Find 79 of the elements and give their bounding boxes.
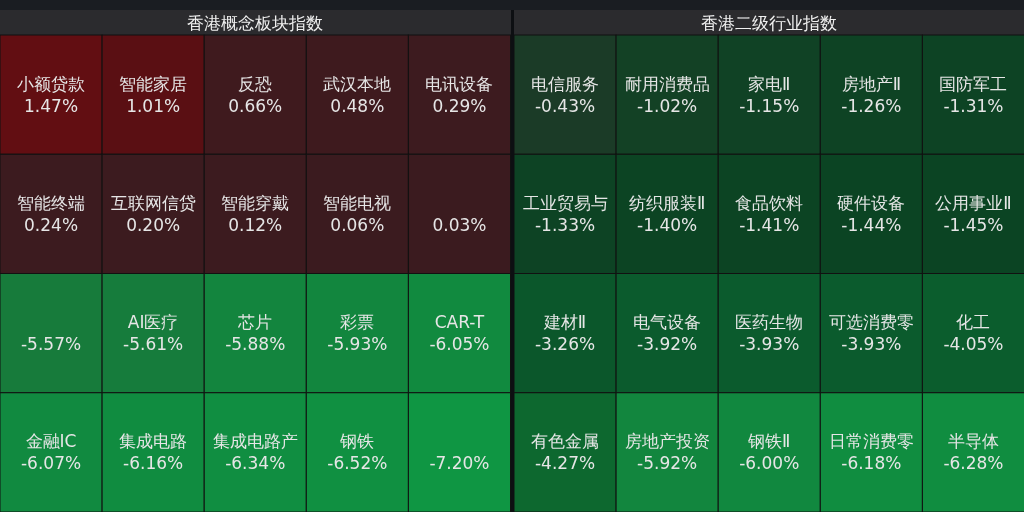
category-label: 电讯设备 xyxy=(425,73,494,94)
category-label: 钢铁 xyxy=(339,431,375,452)
data-label: -0.43% xyxy=(534,95,595,116)
data-label: -5.57% xyxy=(20,334,82,355)
text: 香港概念板块指数 xyxy=(187,12,324,33)
data-label: -6.28% xyxy=(942,453,1004,474)
data-label: -1.15% xyxy=(738,95,799,116)
category-label: 芯片 xyxy=(237,312,273,333)
category-label: 化工 xyxy=(955,312,990,333)
category-label: 集成电路产 xyxy=(212,431,298,452)
data-label: -1.40% xyxy=(636,214,697,235)
category-label: 半导体 xyxy=(947,431,999,452)
data-label: -5.92% xyxy=(636,453,697,474)
data-label: 0.24% xyxy=(24,214,79,235)
category-label: 智能电视 xyxy=(323,192,392,213)
data-label: -4.27% xyxy=(534,453,595,474)
data-label: -1.44% xyxy=(840,214,901,235)
category-label: 小额贷款 xyxy=(17,73,86,94)
data-label: 0.12% xyxy=(228,214,283,235)
data-label: -3.93% xyxy=(840,334,901,355)
data-label: -4.05% xyxy=(942,334,1004,355)
category-label: 智能家居 xyxy=(119,73,188,94)
data-label: 0.06% xyxy=(330,214,385,235)
category-label: 智能穿戴 xyxy=(221,192,290,213)
category-label: 公用事业Ⅱ xyxy=(934,192,1012,213)
data-label: 0.29% xyxy=(432,95,487,116)
data-label: -6.16% xyxy=(123,453,184,474)
data-label: -6.05% xyxy=(429,334,490,355)
category-label: 耐用消费品 xyxy=(624,73,710,94)
category-label: 硬件设备 xyxy=(836,192,905,213)
category-label: 钢铁Ⅱ xyxy=(746,431,790,452)
data-label: 0.66% xyxy=(228,95,283,116)
data-label: -6.34% xyxy=(225,453,286,474)
category-label: 电气设备 xyxy=(632,312,701,333)
data-label: -3.92% xyxy=(636,334,697,355)
category-label: CAR-T xyxy=(434,312,485,333)
category-label: 建材Ⅱ xyxy=(542,312,586,333)
data-label: -5.93% xyxy=(327,334,388,355)
category-label: 有色金属 xyxy=(530,431,599,452)
category-label: 互联网信贷 xyxy=(110,192,196,213)
category-label: 可选消费零 xyxy=(828,312,914,333)
category-label: 房地产Ⅱ xyxy=(841,73,901,94)
data-label: -1.31% xyxy=(942,95,1004,116)
category-label: 国防军工 xyxy=(938,73,1007,94)
category-label: 食品饮料 xyxy=(734,192,803,213)
data-label: -7.20% xyxy=(429,453,490,474)
category-label: 集成电路 xyxy=(119,431,188,452)
data-label: 0.48% xyxy=(330,95,385,116)
category-label: 金融IC xyxy=(25,431,77,452)
data-label: -6.07% xyxy=(20,453,82,474)
data-label: 0.03% xyxy=(432,214,487,235)
data-label: -6.00% xyxy=(738,453,799,474)
category-label: 日常消费零 xyxy=(828,431,914,452)
data-label: -1.45% xyxy=(942,214,1004,235)
data-label: -3.26% xyxy=(534,334,595,355)
data-label: -1.02% xyxy=(636,95,697,116)
text: 香港二级行业指数 xyxy=(700,12,837,33)
data-label: -6.52% xyxy=(327,453,388,474)
category-label: 武汉本地 xyxy=(323,73,392,94)
data-label: 0.20% xyxy=(126,214,181,235)
data-label: -1.41% xyxy=(738,214,799,235)
data-label: -6.18% xyxy=(840,453,901,474)
category-label: 反恐 xyxy=(238,73,273,94)
data-label: -3.93% xyxy=(738,334,799,355)
category-label: 房地产投资 xyxy=(624,431,710,452)
category-label: AI医疗 xyxy=(127,312,179,333)
data-label: -1.33% xyxy=(534,214,595,235)
data-label: -5.61% xyxy=(123,334,184,355)
data-label: 1.01% xyxy=(126,95,181,116)
category-label: 家电Ⅱ xyxy=(747,73,790,94)
data-label: -1.26% xyxy=(840,95,901,116)
data-label: -5.88% xyxy=(225,334,286,355)
category-label: 电信服务 xyxy=(530,73,599,94)
category-label: 医药生物 xyxy=(734,312,803,333)
category-label: 纺织服装Ⅱ xyxy=(628,192,705,213)
category-label: 工业贸易与 xyxy=(522,192,608,213)
category-label: 彩票 xyxy=(340,312,375,333)
data-label: 1.47% xyxy=(24,95,79,116)
category-label: 智能终端 xyxy=(17,192,86,213)
